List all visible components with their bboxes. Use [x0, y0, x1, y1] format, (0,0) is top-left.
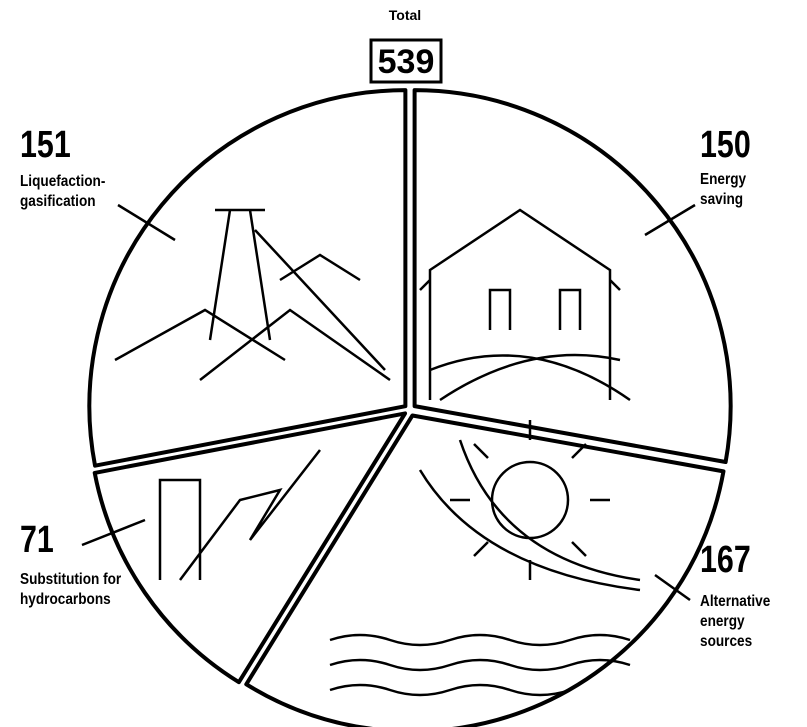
waves [329, 633, 631, 697]
house [419, 208, 621, 400]
scarf [429, 353, 631, 402]
value-label: 167 [700, 539, 751, 581]
leader-lines [81, 203, 696, 602]
category-label: Liquefaction-gasification [20, 173, 106, 210]
pie-slice [87, 88, 408, 468]
category-label: Energy saving [700, 171, 747, 208]
pie-slice [412, 88, 733, 465]
wind [418, 439, 641, 592]
total-box [369, 38, 443, 84]
category-label: Substitution for hydrocarbons [20, 571, 122, 608]
value-label: 150 [700, 124, 751, 166]
illustrations [114, 208, 641, 697]
pie-slice [244, 413, 726, 727]
value-label: 151 [20, 124, 71, 166]
leader-line [81, 518, 146, 547]
pie [87, 88, 733, 727]
total-value: 539 [378, 43, 435, 81]
total-title: Total [389, 7, 421, 23]
mine-tower [208, 208, 386, 371]
leader-line [644, 203, 696, 237]
leader-line [117, 203, 176, 242]
leader-line [654, 573, 691, 602]
sun-rays [450, 420, 610, 580]
category-label: Alternative energy sources [700, 593, 771, 650]
power-plant [158, 449, 321, 581]
value-label: 71 [20, 519, 54, 561]
